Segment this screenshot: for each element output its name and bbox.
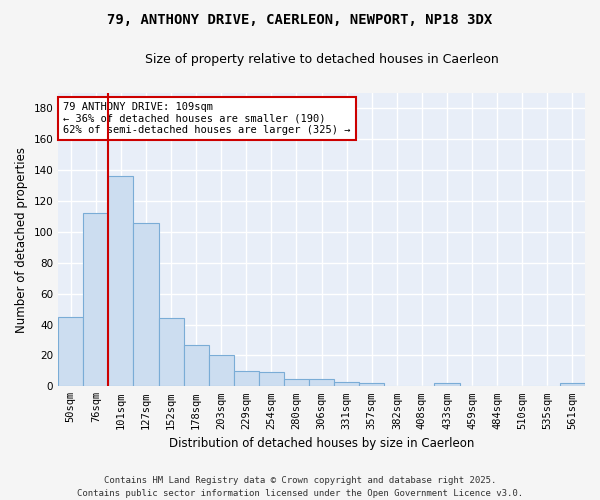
Text: Contains HM Land Registry data © Crown copyright and database right 2025.
Contai: Contains HM Land Registry data © Crown c… bbox=[77, 476, 523, 498]
Bar bbox=[359, 383, 385, 386]
Bar bbox=[234, 371, 259, 386]
X-axis label: Distribution of detached houses by size in Caerleon: Distribution of detached houses by size … bbox=[169, 437, 474, 450]
Text: 79 ANTHONY DRIVE: 109sqm
← 36% of detached houses are smaller (190)
62% of semi-: 79 ANTHONY DRIVE: 109sqm ← 36% of detach… bbox=[64, 102, 351, 135]
Bar bbox=[309, 378, 334, 386]
Bar bbox=[259, 372, 284, 386]
Bar bbox=[209, 356, 234, 386]
Bar bbox=[284, 378, 309, 386]
Bar bbox=[109, 176, 133, 386]
Bar bbox=[83, 214, 109, 386]
Bar bbox=[560, 383, 585, 386]
Text: 79, ANTHONY DRIVE, CAERLEON, NEWPORT, NP18 3DX: 79, ANTHONY DRIVE, CAERLEON, NEWPORT, NP… bbox=[107, 12, 493, 26]
Bar bbox=[434, 383, 460, 386]
Y-axis label: Number of detached properties: Number of detached properties bbox=[15, 146, 28, 332]
Bar bbox=[158, 318, 184, 386]
Bar bbox=[58, 317, 83, 386]
Bar bbox=[133, 222, 158, 386]
Bar bbox=[334, 382, 359, 386]
Bar bbox=[184, 344, 209, 387]
Title: Size of property relative to detached houses in Caerleon: Size of property relative to detached ho… bbox=[145, 52, 499, 66]
